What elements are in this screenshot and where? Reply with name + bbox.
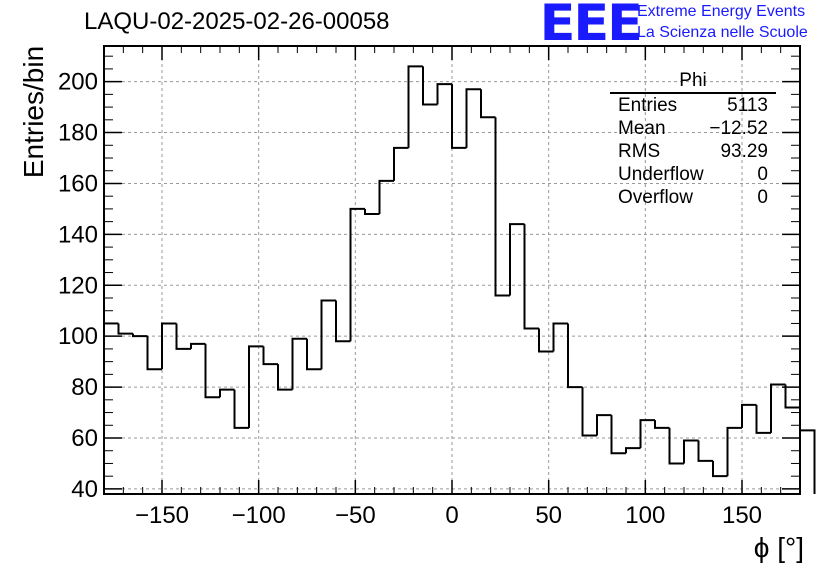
stats-value: 0 <box>757 187 768 208</box>
x-tick-label: 50 <box>535 502 562 529</box>
histogram-bin <box>654 420 670 429</box>
stats-value: −12.52 <box>709 118 768 139</box>
histogram-bin <box>683 439 699 464</box>
logo-line-2: La Scienza nelle Scuole <box>637 24 808 41</box>
histogram-bin <box>175 323 191 350</box>
histogram-bin <box>784 384 800 409</box>
histogram-bin <box>712 460 728 478</box>
histogram-bin <box>799 407 816 494</box>
histogram-bin <box>262 346 278 366</box>
y-axis-label: Entries/bin <box>18 45 49 179</box>
histogram-bin <box>523 224 539 330</box>
x-axis-label: ϕ [°] <box>753 532 804 563</box>
histogram-bin <box>480 89 496 119</box>
histogram-bin <box>407 65 423 148</box>
histogram-bin <box>349 207 365 342</box>
grid-lines <box>104 46 800 494</box>
histogram-bin <box>161 322 177 370</box>
histogram-bin <box>219 388 235 398</box>
histogram-bin <box>291 337 307 390</box>
histogram-bin <box>465 88 481 148</box>
stats-box-title: Phi <box>610 70 776 94</box>
histogram-bin <box>770 383 786 433</box>
y-tick-label: 60 <box>71 425 98 452</box>
histogram-bin <box>320 299 336 370</box>
histogram-bin <box>393 146 409 181</box>
x-tick-label: 100 <box>625 502 665 529</box>
histogram-series <box>104 65 816 494</box>
histogram-bin <box>538 328 554 353</box>
histogram-bin <box>233 389 249 429</box>
histogram-bin <box>567 323 583 389</box>
histogram-bin <box>117 323 133 335</box>
y-tick-label: 160 <box>58 170 98 197</box>
histogram-bin <box>436 83 452 105</box>
histogram-bin <box>610 415 626 455</box>
eee-logo: EEE <box>539 0 643 52</box>
y-tick-label: 180 <box>58 120 98 147</box>
stats-value: 93.29 <box>720 141 768 162</box>
histogram-bin <box>451 84 467 149</box>
stats-label: RMS <box>618 141 661 162</box>
x-tick-label: −100 <box>232 502 286 529</box>
histogram-bin <box>132 333 148 338</box>
stats-row-overflow: Overflow 0 <box>610 186 776 209</box>
stats-row-rms: RMS 93.29 <box>610 140 776 163</box>
stats-value: 5113 <box>727 95 768 116</box>
logo-line-1: Extreme Energy Events <box>637 3 806 20</box>
stats-row-entries: Entries 5113 <box>610 94 776 117</box>
stats-label: Mean <box>618 118 666 139</box>
histogram-bin <box>494 117 510 297</box>
histogram-bin <box>697 440 713 462</box>
stats-value: 0 <box>757 164 768 185</box>
y-tick-label: 200 <box>58 69 98 96</box>
histogram-bin <box>248 345 264 428</box>
histogram-bin <box>726 426 742 477</box>
x-tick-label: 0 <box>445 502 458 529</box>
axis-ticks <box>103 46 801 494</box>
histogram-bin <box>335 300 351 343</box>
chart-title: LAQU-02-2025-02-26-00058 <box>84 8 390 35</box>
stats-row-underflow: Underflow 0 <box>610 163 776 186</box>
histogram-bin <box>639 419 655 449</box>
stats-label: Underflow <box>618 164 704 185</box>
histogram-bin <box>146 336 162 371</box>
stats-label: Entries <box>618 95 678 116</box>
histogram-bin <box>596 414 612 436</box>
histogram-bin <box>364 208 380 215</box>
histogram-bin <box>741 403 757 428</box>
histogram-bin <box>190 342 206 349</box>
y-tick-label: 80 <box>71 374 98 401</box>
x-tick-label: 150 <box>722 502 762 529</box>
x-tick-label: −50 <box>335 502 376 529</box>
histogram-bin <box>509 223 525 296</box>
tick-labels: −150 −100 −50 0 50 100 150 40 60 80 100 120 140 160 18… <box>58 69 762 529</box>
y-tick-label: 40 <box>71 476 98 503</box>
histogram-bin <box>552 322 568 352</box>
histogram-bin <box>277 364 293 391</box>
histogram-bin <box>422 66 438 106</box>
y-tick-label: 120 <box>58 272 98 299</box>
x-tick-label: −150 <box>135 502 189 529</box>
stats-box: Phi Entries 5113 Mean −12.52 RMS 93.29 Unde… <box>610 70 776 209</box>
stats-row-mean: Mean −12.52 <box>610 117 776 140</box>
histogram-bin <box>306 338 322 371</box>
y-tick-label: 100 <box>58 323 98 350</box>
histogram-bin <box>755 404 771 434</box>
histogram-bin <box>581 387 597 437</box>
histogram-bin <box>378 179 394 214</box>
histogram-bin <box>668 427 684 465</box>
y-tick-label: 140 <box>58 221 98 248</box>
histogram-bin <box>625 447 641 454</box>
stats-label: Overflow <box>618 187 693 208</box>
histogram-bin <box>204 343 220 399</box>
